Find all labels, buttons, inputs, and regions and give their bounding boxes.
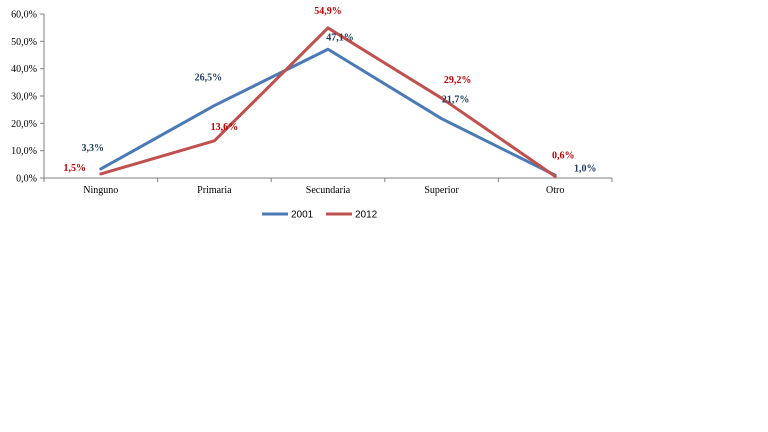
y-tick-label: 30,0% (11, 92, 37, 103)
y-tick-label: 10,0% (11, 146, 37, 157)
y-tick-label: 60,0% (11, 10, 37, 21)
y-tick-label: 20,0% (11, 119, 37, 130)
x-tick-label: Primaria (197, 185, 232, 196)
x-tick-label: Otro (546, 185, 564, 196)
data-label-2001: 1,0% (574, 163, 597, 174)
x-tick-label: Superior (424, 185, 459, 196)
data-label-2012: 13,6% (211, 122, 239, 133)
data-label-2012: 1,5% (64, 163, 87, 174)
data-label-2012: 0,6% (552, 150, 575, 161)
series-line-2001 (99, 47, 557, 177)
y-tick-label: 40,0% (11, 64, 37, 75)
chart-axes (40, 13, 613, 182)
data-label-2001: 21,7% (442, 95, 470, 106)
data-labels: 3,3% 26,5% 47,1% 21,7% 1,0% 1,5% 13,6% 54,9% 29,… (64, 6, 597, 174)
data-label-2001: 3,3% (82, 143, 105, 154)
data-label-2012: 54,9% (314, 6, 342, 17)
series-lines (99, 26, 557, 178)
y-axis-tick-labels: 0,0% 10,0% 20,0% 30,0% 40,0% 50,0% 60,0% (11, 10, 37, 185)
legend-label-2001: 2001 (291, 210, 314, 221)
y-tick-label: 0,0% (16, 174, 37, 185)
data-label-2001: 26,5% (195, 73, 223, 84)
x-tick-label: Ninguno (83, 185, 118, 196)
series-line-2012 (99, 26, 557, 178)
legend: 2001 2012 (262, 210, 378, 221)
data-label-2001: 47,1% (326, 32, 354, 43)
x-tick-label: Secundaria (306, 185, 351, 196)
data-label-2012: 29,2% (444, 75, 472, 86)
y-tick-label: 50,0% (11, 37, 37, 48)
x-axis-tick-labels: Ninguno Primaria Secundaria Superior Otro (83, 185, 564, 196)
legend-label-2012: 2012 (355, 210, 378, 221)
